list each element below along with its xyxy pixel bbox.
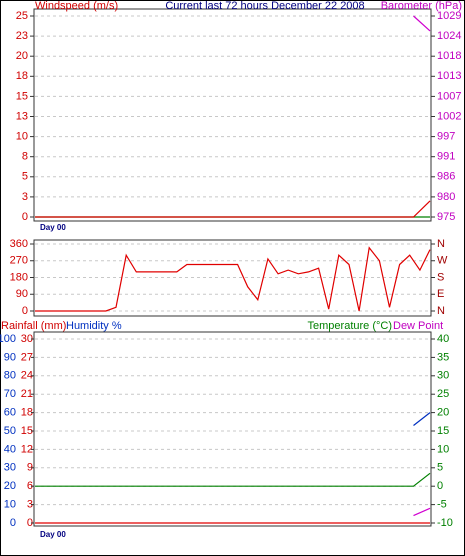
y2-tick-label: W — [437, 255, 448, 267]
series-line — [413, 507, 431, 517]
y3-tick-label: 20 — [4, 480, 16, 492]
y2-tick-label: S — [437, 271, 444, 283]
y2-axis-title: Temperature (°C) — [308, 320, 392, 332]
y-tick-label: 15 — [16, 90, 28, 102]
y3-tick-label: 40 — [4, 443, 16, 455]
y-tick-label: 3 — [22, 191, 28, 203]
y2-tick-label: 1018 — [437, 50, 461, 62]
y-tick-label: 20 — [16, 50, 28, 62]
y-tick-label: 270 — [10, 255, 28, 267]
y-tick-label: 6 — [27, 480, 33, 492]
y2-tick-label: 0 — [437, 480, 443, 492]
y-axis-title: Windspeed (m/s) — [35, 0, 118, 12]
y3-tick-label: 70 — [4, 388, 16, 400]
y3-tick-label: 60 — [4, 407, 16, 419]
y-tick-label: 18 — [16, 70, 28, 82]
y-tick-label: 12 — [21, 443, 33, 455]
y-tick-label: 15 — [21, 425, 33, 437]
series-line — [35, 200, 431, 218]
y2-tick-label: 997 — [437, 131, 455, 143]
y2-axis-title: Barometer (hPa) — [381, 0, 462, 12]
y-tick-label: 8 — [22, 151, 28, 163]
y3-tick-label: 30 — [4, 462, 16, 474]
y-tick-label: 5 — [22, 171, 28, 183]
y-tick-label: 0 — [22, 305, 28, 317]
y2-tick-label: N — [437, 238, 445, 250]
y2-tick-label: 40 — [437, 333, 449, 345]
y2-tick-label: 986 — [437, 171, 455, 183]
series-line — [413, 15, 431, 32]
chart-title: Current last 72 hours December 22 2008 — [165, 0, 364, 12]
y3-tick-label: 80 — [4, 370, 16, 382]
y-tick-label: 27 — [21, 351, 33, 363]
y2-tick-label: 980 — [437, 191, 455, 203]
y3-tick-label: 90 — [4, 351, 16, 363]
y2-tick-label: 30 — [437, 370, 449, 382]
x-tick-label: Day 00 — [40, 530, 66, 539]
y-tick-label: 18 — [21, 407, 33, 419]
y3-axis-title: Humidity % — [66, 320, 122, 332]
series-line — [35, 472, 431, 487]
y2-tick-label: 15 — [437, 425, 449, 437]
y-tick-label: 30 — [21, 333, 33, 345]
plot-frame — [33, 8, 432, 222]
y-tick-label: 10 — [16, 131, 28, 143]
y2-tick-label: 35 — [437, 351, 449, 363]
y2-tick-label: 1013 — [437, 70, 461, 82]
y-tick-label: 360 — [10, 238, 28, 250]
y2-tick-label: 1007 — [437, 90, 461, 102]
y2-tick-label: 975 — [437, 211, 455, 223]
y2-tick-label: 991 — [437, 151, 455, 163]
y2-tick-label: 10 — [437, 443, 449, 455]
y2-tick-label: 5 — [437, 462, 443, 474]
y2-tick-label: -5 — [437, 499, 447, 511]
y3-tick-label: 0 — [10, 517, 16, 529]
y2-tick-label: 1024 — [437, 30, 461, 42]
y2-tick-label: 20 — [437, 407, 449, 419]
y-tick-label: 90 — [16, 288, 28, 300]
dew-point-title: Dew Point — [393, 320, 443, 332]
y-tick-label: 3 — [27, 499, 33, 511]
y-tick-label: 25 — [16, 10, 28, 22]
y-tick-label: 0 — [22, 211, 28, 223]
y-tick-label: 9 — [27, 462, 33, 474]
plot-frame — [33, 331, 432, 527]
y3-tick-label: 10 — [4, 499, 16, 511]
y2-tick-label: N — [437, 305, 445, 317]
y3-tick-label: 100 — [0, 333, 16, 345]
y2-tick-label: -10 — [437, 517, 453, 529]
x-tick-label: Day 00 — [40, 223, 66, 232]
y-tick-label: 180 — [10, 271, 28, 283]
y2-tick-label: E — [437, 288, 444, 300]
y2-tick-label: 1029 — [437, 10, 461, 22]
y-tick-label: 21 — [21, 388, 33, 400]
y-tick-label: 23 — [16, 30, 28, 42]
y-axis-title: Rainfall (mm) — [1, 320, 66, 332]
series-line — [35, 246, 431, 312]
series-line — [413, 412, 431, 426]
y-tick-label: 0 — [27, 517, 33, 529]
y2-tick-label: 25 — [437, 388, 449, 400]
y3-tick-label: 50 — [4, 425, 16, 437]
y2-tick-label: 1002 — [437, 110, 461, 122]
y-tick-label: 24 — [21, 370, 33, 382]
y-tick-label: 13 — [16, 110, 28, 122]
